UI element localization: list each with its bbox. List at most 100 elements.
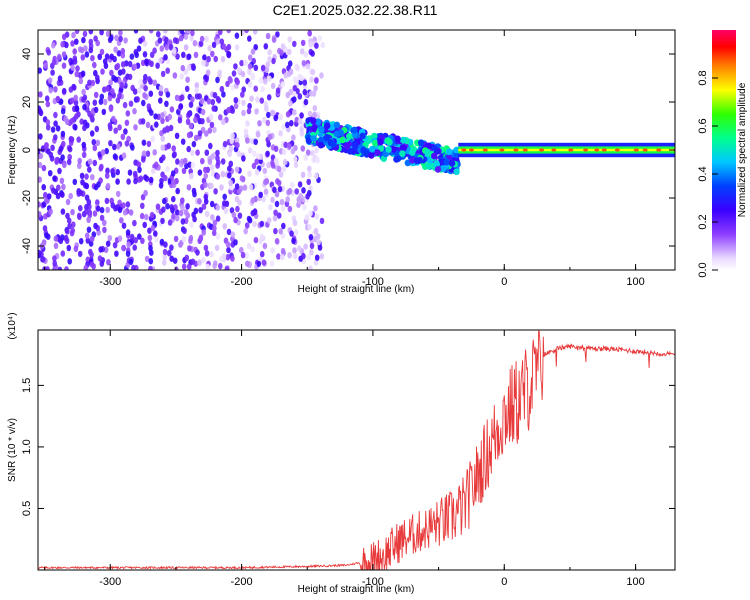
heatmap-noise-cell [99,48,105,56]
heatmap-noise-cell [88,240,94,247]
heatmap-noise-cell [240,70,246,78]
heatmap-noise-cell [95,74,100,81]
heatmap-noise-cell [288,68,294,76]
page-title: C2E1.2025.032.22.38.R11 [272,2,438,18]
heatmap-noise-cell [210,98,216,106]
heatmap-noise-cell [186,263,192,270]
heatmap-noise-cell [266,94,272,101]
heatmap-noise-cell [55,95,61,103]
heatmap-noise-cell [314,213,320,220]
heatmap-noise-cell [87,79,92,86]
heatmap-line-peak [461,148,467,152]
heatmap-noise-cell [66,158,72,166]
heatmap-noise-cell [95,205,101,212]
heatmap-noise-cell [44,95,50,102]
heatmap-noise-cell [99,214,105,222]
heatmap-noise-cell [178,103,184,110]
heatmap-noise-cell [149,60,154,67]
heatmap-noise-cell [145,121,151,129]
heatmap-noise-cell [104,147,109,155]
heatmap-noise-cell [254,169,260,176]
heatmap-noise-cell [190,96,195,103]
heatmap-noise-cell [144,213,149,221]
heatmap-noise-cell [280,81,286,88]
heatmap-noise-cell [251,162,257,170]
heatmap-noise-cell [122,209,128,216]
heatmap-noise-cell [174,215,180,222]
heatmap-noise-cell [143,189,148,197]
heatmap-noise-cell [222,223,227,230]
heatmap-noise-cell [77,157,82,165]
heatmap-noise-cell [243,59,248,67]
heatmap-noise-cell [288,100,293,107]
heatmap-noise-cell [68,192,73,200]
heatmap-noise-cell [205,263,210,270]
heatmap-noise-cell [38,176,42,183]
heatmap-line-peak [614,148,620,152]
heatmap-noise-cell [234,32,240,39]
heatmap-noise-cell [215,95,221,103]
heatmap-noise-cell [275,31,280,38]
heatmap-noise-cell [50,144,55,151]
snr-data-point [372,559,374,561]
heatmap-noise-cell [191,140,197,148]
heatmap-noise-cell [200,118,205,125]
heatmap-signal-cell [409,149,416,157]
heatmap-noise-cell [125,250,131,257]
heatmap-noise-cell [110,88,115,95]
heatmap-noise-cell [246,107,252,115]
heatmap-noise-cell [52,260,57,267]
heatmap-noise-cell [163,30,168,34]
heatmap-noise-cell [285,196,291,203]
heatmap-noise-cell [255,96,260,103]
heatmap-noise-cell [189,221,194,228]
heatmap-noise-cell [178,210,184,217]
heatmap-signal-cell [324,134,331,141]
heatmap-noise-cell [183,209,189,216]
heatmap-noise-cell [54,157,60,164]
heatmap-noise-cell [207,158,213,165]
heatmap-noise-cell [118,30,123,37]
snr-panel: -300 -200 -100 0 100 1.5 1.0 0.5 Height of str… [7,312,676,595]
heatmap-noise-cell [85,237,91,244]
heatmap-noise-cell [233,97,239,104]
colorbar-tick-label: 0.6 [697,118,709,133]
heatmap-signal-cell [368,152,375,159]
heatmap-noise-cell [51,187,56,194]
snr-data-point [517,397,519,399]
heatmap-signal-cell [385,146,392,153]
heatmap-noise-cell [161,154,166,161]
heatmap-noise-cell [46,148,51,155]
heatmap-noise-cell [125,229,131,236]
heatmap-noise-cell [206,55,211,63]
heatmap-noise-cell [149,211,155,219]
heatmap-noise-cell [41,256,46,263]
heatmap-noise-cell [117,124,122,131]
heatmap-noise-cell [227,165,232,172]
heatmap-noise-cell [149,109,154,116]
heatmap-noise-cell [292,252,298,260]
heatmap-noise-cell [97,53,102,60]
heatmap-noise-cell [60,191,65,198]
heatmap-noise-cell [212,126,217,134]
heatmap-noise-cell [219,184,224,191]
heatmap-noise-cell [259,97,265,104]
heatmap-noise-cell [99,206,105,214]
heatmap-noise-cell [213,55,218,63]
heatmap-noise-cell [206,98,212,105]
heatmap-noise-cell [62,161,67,169]
heatmap-noise-cell [316,238,321,246]
heatmap-noise-cell [278,228,284,235]
y-tick-label: 20 [21,96,33,108]
heatmap-noise-cell [306,254,311,261]
heatmap-noise-cell [299,130,305,137]
heatmap-noise-cell [110,168,115,175]
heatmap-noise-cell [167,113,173,121]
heatmap-noise-cell [51,58,57,66]
heatmap-noise-cell [193,116,198,124]
heatmap-noise-cell [209,200,215,208]
heatmap-noise-cell [175,158,180,165]
heatmap-noise-cell [181,51,186,58]
heatmap-noise-cell [185,76,190,83]
heatmap-noise-cell [156,31,161,38]
